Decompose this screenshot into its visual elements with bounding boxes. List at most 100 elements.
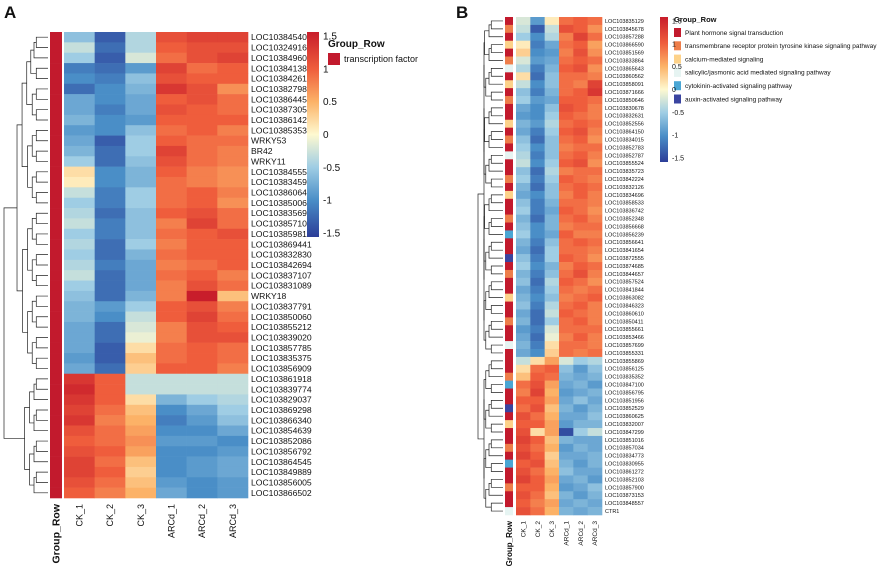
heatmap-cell <box>559 301 574 310</box>
heatmap-cell <box>217 332 249 343</box>
row-label: LOC103835698 <box>251 208 312 218</box>
heatmap-cell <box>530 143 545 152</box>
heatmap-cell <box>530 40 545 49</box>
heatmap-cell <box>125 104 157 116</box>
heatmap-cell <box>186 404 218 416</box>
legend-swatch <box>674 28 681 37</box>
heatmap-cell <box>516 238 531 247</box>
heatmap-cell <box>64 239 95 250</box>
row-label: LOC103835352 <box>605 375 644 381</box>
heatmap-cell <box>573 175 588 184</box>
heatmap-cell <box>587 40 603 49</box>
heatmap-cell <box>156 477 187 488</box>
heatmap-cell <box>573 190 588 200</box>
heatmap-cell <box>544 17 560 26</box>
dendrogram-branch <box>490 131 503 140</box>
heatmap-cell <box>587 372 603 381</box>
column-label: CK_3 <box>549 521 556 538</box>
row-annotation-cell <box>505 475 513 484</box>
heatmap-cell <box>516 404 531 413</box>
heatmap-cell <box>516 388 531 397</box>
heatmap-cell <box>530 190 545 200</box>
heatmap-cell <box>573 96 588 105</box>
heatmap-cell <box>559 372 574 381</box>
heatmap-cell <box>559 56 574 65</box>
row-annotation-cell <box>505 277 513 287</box>
row-annotation-cell <box>505 72 513 81</box>
row-label: LOC103831089 <box>251 281 312 291</box>
legend-label: salicylic/jasmonic acid mediated signali… <box>685 70 831 77</box>
heatmap-cell <box>559 198 574 208</box>
dendrogram-branch <box>490 178 503 188</box>
heatmap-cell <box>559 167 574 176</box>
row-label: LOC103832007 <box>605 422 644 428</box>
heatmap-cell <box>186 156 218 167</box>
dendrogram-branch <box>490 463 503 472</box>
dendrogram-branch <box>31 218 37 240</box>
heatmap-cell <box>156 290 187 302</box>
row-annotation-cell <box>50 332 62 343</box>
row-annotation-cell <box>505 238 513 247</box>
row-label: LOC103864458 <box>251 94 312 104</box>
panelA-color-scale-bar <box>307 32 319 237</box>
heatmap-cell <box>186 311 218 323</box>
dendrogram-branch <box>29 453 34 486</box>
heatmap-cell <box>559 40 574 49</box>
heatmap-cell <box>125 342 157 354</box>
row-label: LOC103856668 <box>605 224 644 230</box>
dendrogram-branch <box>477 193 484 440</box>
dendrogram-branch <box>35 88 48 100</box>
heatmap-cell <box>94 145 126 157</box>
column-label: CK_2 <box>535 521 542 538</box>
row-annotation-cell <box>505 483 513 492</box>
dendrogram-branch <box>490 107 503 117</box>
row-label: LOC103861423 <box>251 115 312 125</box>
heatmap-cell <box>544 40 560 49</box>
heatmap-cell <box>125 145 157 157</box>
dendrogram-branch <box>485 449 492 468</box>
heatmap-cell <box>544 56 560 65</box>
heatmap-cell <box>156 187 187 198</box>
row-label: LOC103872555 <box>605 256 644 262</box>
row-annotation-cell <box>50 321 62 333</box>
row-annotation-cell <box>505 254 513 263</box>
heatmap-cell <box>156 156 187 167</box>
heatmap-cell <box>587 451 603 460</box>
row-annotation-cell <box>50 63 62 74</box>
row-annotation-cell <box>505 48 513 57</box>
heatmap-cell <box>530 206 545 215</box>
row-annotation-cell <box>505 246 513 255</box>
heatmap-cell <box>217 446 249 457</box>
heatmap-cell <box>573 443 588 453</box>
heatmap-cell <box>156 83 187 95</box>
heatmap-cell <box>530 198 545 208</box>
heatmap-cell <box>516 467 531 476</box>
row-annotation-cell <box>50 435 62 447</box>
row-label: LOC103834590 <box>251 177 312 187</box>
dendrogram-branch <box>490 265 503 275</box>
heatmap-cell <box>559 254 574 263</box>
heatmap-cell <box>530 111 545 121</box>
heatmap-cell <box>587 103 603 113</box>
row-label: LOC103856125 <box>605 367 644 373</box>
dendrogram-branch <box>35 67 48 79</box>
heatmap-cell <box>530 56 545 65</box>
dendrogram-branch <box>35 316 48 328</box>
heatmap-cell <box>544 309 560 318</box>
heatmap-cell <box>516 459 531 468</box>
heatmap-cell <box>186 73 218 85</box>
row-label: LOC103859816 <box>251 229 312 239</box>
heatmap-cell <box>530 317 545 326</box>
heatmap-cell <box>559 238 574 247</box>
heatmap-cell <box>217 249 249 261</box>
row-label: LOC103856909 <box>251 364 312 374</box>
row-label: LOC103852103 <box>605 477 644 483</box>
heatmap-cell <box>530 507 545 516</box>
heatmap-cell <box>156 73 187 85</box>
heatmap-cell <box>587 175 603 184</box>
heatmap-cell <box>587 325 603 334</box>
legend-label: auxin-activated signaling pathway <box>685 96 783 103</box>
heatmap-cell <box>217 394 249 406</box>
heatmap-cell <box>94 332 126 343</box>
heatmap-cell <box>186 228 218 240</box>
